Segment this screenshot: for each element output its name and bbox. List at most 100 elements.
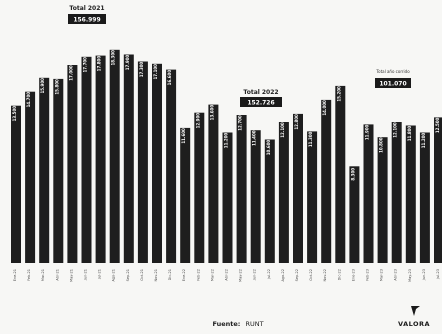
bar-Abr-23 [391, 122, 402, 263]
logo-text: VALORA [398, 320, 430, 328]
bar-value-label: 17.300 [139, 62, 144, 78]
bar-value-label: 12.500 [435, 117, 440, 133]
valora-logo: VALORA [398, 306, 430, 328]
bar-value-label: 13.500 [12, 106, 17, 122]
bars-group: 13.500 14.700 15.900 15.800 17.000 17.700 17.8… [11, 49, 442, 264]
x-tick-label: Nov-22 [323, 269, 327, 281]
bar-Oct-22 [307, 131, 318, 263]
bar-value-label: 17.800 [97, 56, 102, 72]
bar-value-label: 16.600 [167, 70, 172, 86]
source-line: Fuente: RUNT [212, 320, 263, 328]
bar-Mar-21 [39, 77, 50, 263]
logo-mark-icon [411, 306, 420, 316]
bar-value-label: 11.900 [365, 124, 370, 140]
bar-Sep-22 [293, 113, 303, 264]
bar-Abr-22 [222, 132, 233, 263]
bar-Sep-21 [123, 54, 134, 263]
bar-Feb-21 [25, 91, 36, 263]
x-tick-label: Feb-23 [366, 269, 370, 281]
bar-Jul-22 [264, 139, 275, 263]
bar-value-label: 11.200 [224, 133, 229, 149]
bar-Dic-22 [335, 85, 346, 264]
bar-Feb-22 [194, 112, 205, 263]
x-tick-label: Abr-23 [394, 269, 398, 281]
x-tick-label: Sep-22 [295, 269, 299, 281]
x-tick-label: Feb-21 [27, 269, 31, 281]
bar-Jul-23 [434, 117, 442, 264]
bar-value-label: 13.600 [209, 105, 214, 121]
x-tick-label: Mar-22 [210, 269, 214, 281]
source-label: Fuente: [212, 320, 240, 328]
x-tick-label: Dic-21 [168, 269, 172, 280]
annotation-title: Total 2021 [69, 5, 104, 12]
bar-Ene-23 [349, 166, 360, 263]
annotation-badge [375, 78, 411, 88]
bar-value-label: 18.300 [111, 50, 116, 66]
x-tick-label: Jun-22 [253, 269, 257, 281]
x-tick-label: Dic-22 [337, 269, 341, 280]
source-value: RUNT [245, 320, 263, 328]
bar-value-label: 17.900 [125, 55, 130, 71]
x-tick-label: Abr-21 [55, 269, 59, 281]
x-tick-label: Mar-21 [41, 269, 45, 281]
bar-value-label: 17.100 [153, 64, 158, 80]
x-tick-label: Ago-21 [112, 269, 116, 282]
bar-Nov-21 [152, 63, 162, 263]
bar-Oct-21 [137, 61, 148, 263]
bar-value-label: 12.800 [294, 114, 299, 130]
x-axis-ticks: Ene-21 Feb-21 Mar-21 Abr-21 May-21 Jun-21 Jul-… [13, 269, 440, 282]
x-tick-label: Ago-22 [281, 269, 285, 282]
annotation-value: 156.999 [73, 17, 100, 24]
annotation-title: Total año corrido [375, 69, 410, 74]
bar-May-23 [405, 125, 416, 263]
bar-value-label: 15.900 [40, 78, 45, 94]
annotation-value: 152.726 [247, 100, 274, 107]
bar-Mar-22 [208, 104, 219, 263]
bar-Ene-22 [180, 127, 191, 264]
annotation-badge [68, 14, 106, 24]
bar-value-label: 12.100 [280, 122, 285, 138]
bar-value-label: 17.000 [68, 65, 73, 81]
bar-value-label: 14.000 [322, 100, 327, 116]
annotation-value: 101.070 [379, 81, 406, 88]
x-tick-label: Oct-21 [140, 269, 144, 281]
bar-value-label: 10.800 [379, 137, 384, 153]
bar-value-label: 11.800 [407, 126, 412, 142]
bar-value-label: 15.800 [54, 79, 59, 95]
x-tick-label: Ene-23 [351, 269, 355, 281]
x-tick-label: Jul-23 [436, 269, 440, 280]
bar-value-label: 14.700 [26, 92, 31, 108]
bar-value-label: 8.300 [350, 168, 355, 181]
bar-value-label: 11.300 [308, 131, 313, 147]
bar-Jun-23 [419, 132, 430, 263]
x-tick-label: May-22 [239, 269, 243, 282]
x-tick-label: May-21 [69, 269, 73, 282]
bar-value-label: 12.900 [195, 113, 200, 129]
bar-Ago-22 [278, 122, 289, 263]
bar-Feb-23 [363, 124, 374, 264]
annotation-total-ano-corrido: Total año corrido 101.070 [375, 69, 411, 88]
x-tick-label: Mar-23 [380, 269, 384, 281]
annotation-badge [240, 97, 282, 107]
bar-value-label: 10.600 [266, 140, 271, 156]
x-tick-label: Ene-22 [182, 269, 186, 281]
bar-value-label: 11.400 [252, 130, 257, 146]
x-tick-label: Feb-22 [196, 269, 200, 281]
annotation-total-2022: Total 2022 152.726 [240, 89, 282, 107]
x-tick-label: Jun-21 [84, 269, 88, 281]
bar-Jun-21 [81, 56, 92, 263]
x-tick-label: Ene-21 [13, 269, 17, 281]
bar-value-label: 17.700 [83, 57, 88, 73]
bar-Ene-21 [11, 105, 21, 263]
bar-May-21 [67, 65, 78, 263]
x-tick-label: Jul-21 [98, 269, 102, 280]
bar-Jun-22 [250, 130, 261, 263]
x-tick-label: Abr-22 [225, 269, 229, 281]
x-tick-label: Nov-21 [154, 269, 158, 281]
annotation-total-2021: Total 2021 156.999 [68, 5, 106, 24]
annotation-title: Total 2022 [243, 89, 278, 96]
bar-Mar-23 [377, 137, 388, 263]
bar-value-label: 12.100 [393, 122, 398, 138]
